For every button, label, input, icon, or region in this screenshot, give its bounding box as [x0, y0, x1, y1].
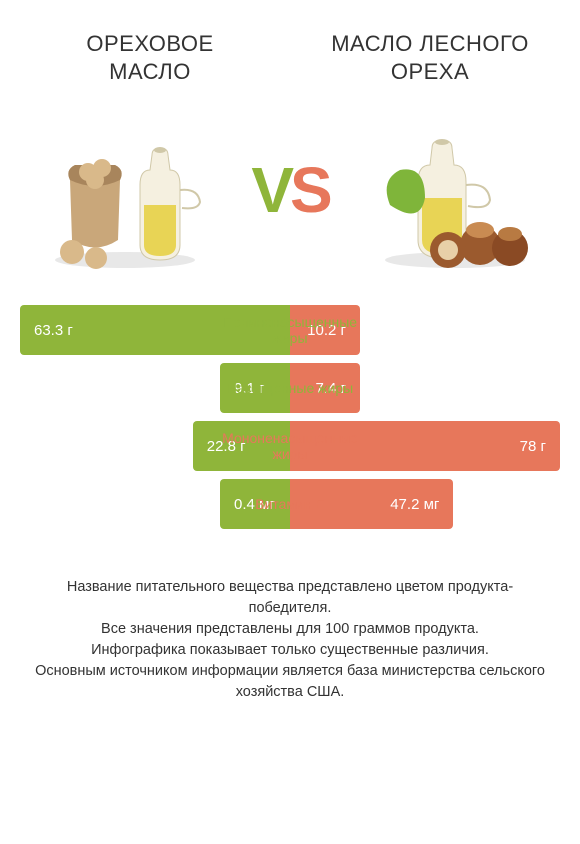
title-left: ОРЕХОВОЕ МАСЛО	[50, 30, 250, 85]
product-image-left	[40, 110, 210, 270]
hero-row: VS	[0, 95, 580, 295]
chart-half-right: 10.2 г	[290, 305, 560, 355]
chart-half-right: 47.2 мг	[290, 479, 560, 529]
chart-half-left: 9.1 г	[20, 363, 290, 413]
footer-line: Основным источником информации является …	[30, 661, 550, 703]
bar-right: 7.4 г	[290, 363, 360, 413]
footer-line: Инфографика показывает только существенн…	[30, 640, 550, 661]
product-image-right	[370, 110, 540, 270]
chart-row: 0.4 мг47.2 мгВитамин E	[20, 479, 560, 529]
chart-row: 63.3 г10.2 гПолиненасыщенные жиры	[20, 305, 560, 355]
vs-label: VS	[251, 153, 328, 227]
chart-row: 9.1 г7.4 гНасыщенные жиры	[20, 363, 560, 413]
bar-right: 78 г	[290, 421, 560, 471]
chart-half-right: 78 г	[290, 421, 560, 471]
bar-left: 0.4 мг	[220, 479, 290, 529]
chart-half-left: 0.4 мг	[20, 479, 290, 529]
footer-notes: Название питательного вещества представл…	[0, 537, 580, 703]
chart-half-right: 7.4 г	[290, 363, 560, 413]
bar-left: 63.3 г	[20, 305, 290, 355]
chart-half-left: 63.3 г	[20, 305, 290, 355]
title-right: МАСЛО ЛЕСНОГО ОРЕХА	[330, 30, 530, 85]
bar-right: 47.2 мг	[290, 479, 453, 529]
vs-s: S	[290, 154, 329, 226]
bar-left: 9.1 г	[220, 363, 290, 413]
chart-row: 22.8 г78 гМононенасыщенные жиры	[20, 421, 560, 471]
comparison-chart: 63.3 г10.2 гПолиненасыщенные жиры 9.1 г7.…	[0, 295, 580, 529]
bar-right: 10.2 г	[290, 305, 360, 355]
chart-half-left: 22.8 г	[20, 421, 290, 471]
footer-line: Все значения представлены для 100 граммо…	[30, 619, 550, 640]
footer-line: Название питательного вещества представл…	[30, 577, 550, 619]
vs-v: V	[251, 154, 290, 226]
bar-left: 22.8 г	[193, 421, 290, 471]
header: ОРЕХОВОЕ МАСЛО МАСЛО ЛЕСНОГО ОРЕХА	[0, 0, 580, 95]
